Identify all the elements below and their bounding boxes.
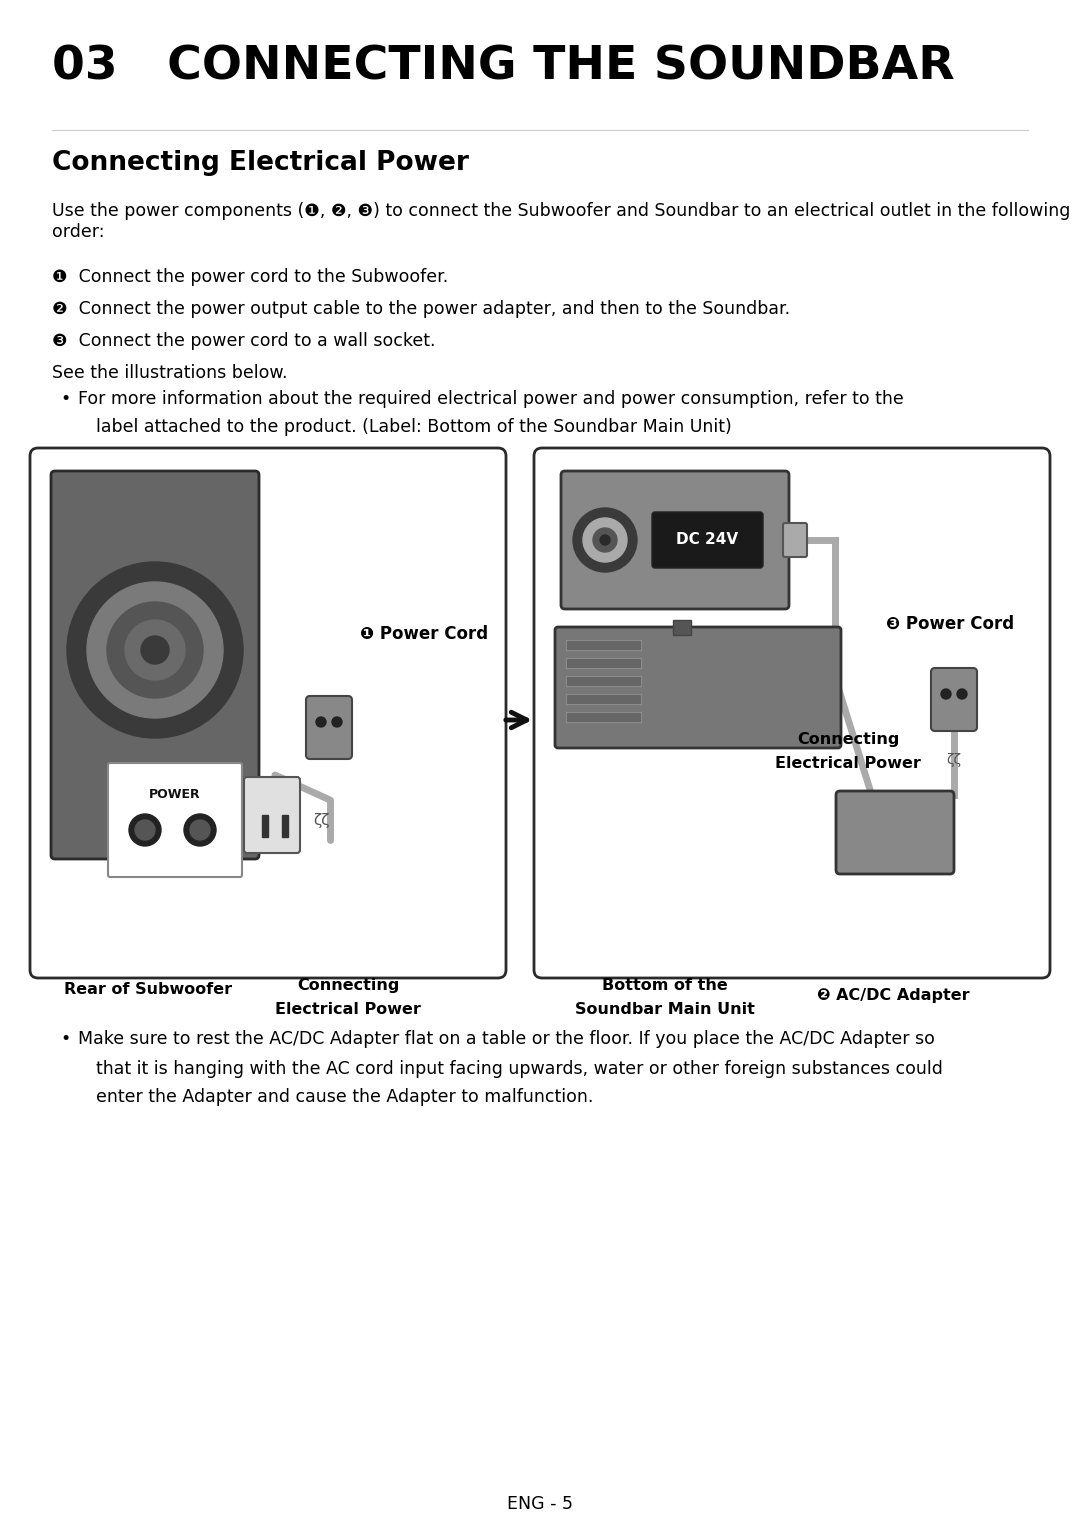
Text: Use the power components (❶, ❷, ❸) to connect the Subwoofer and Soundbar to an e: Use the power components (❶, ❷, ❸) to co… bbox=[52, 202, 1070, 241]
Text: See the illustrations below.: See the illustrations below. bbox=[52, 365, 287, 381]
Circle shape bbox=[573, 509, 637, 571]
Text: that it is hanging with the AC cord input facing upwards, water or other foreign: that it is hanging with the AC cord inpu… bbox=[96, 1060, 943, 1079]
Text: ❷ AC/DC Adapter: ❷ AC/DC Adapter bbox=[816, 988, 970, 1003]
Circle shape bbox=[107, 602, 203, 699]
Text: ❶ Power Cord: ❶ Power Cord bbox=[360, 625, 488, 643]
Bar bbox=[566, 659, 642, 668]
Bar bbox=[566, 676, 642, 686]
Text: •: • bbox=[60, 391, 70, 408]
Circle shape bbox=[593, 529, 617, 552]
Circle shape bbox=[332, 717, 342, 728]
Text: ❸ Power Cord: ❸ Power Cord bbox=[886, 614, 1014, 633]
Bar bbox=[262, 815, 268, 836]
Text: ζζ: ζζ bbox=[314, 812, 330, 827]
Text: Connecting: Connecting bbox=[797, 732, 900, 748]
Circle shape bbox=[583, 518, 627, 562]
Text: ❸  Connect the power cord to a wall socket.: ❸ Connect the power cord to a wall socke… bbox=[52, 332, 435, 349]
Text: Electrical Power: Electrical Power bbox=[775, 755, 921, 771]
Circle shape bbox=[125, 620, 185, 680]
Text: ENG - 5: ENG - 5 bbox=[507, 1495, 573, 1514]
Text: POWER: POWER bbox=[149, 789, 201, 801]
FancyBboxPatch shape bbox=[534, 447, 1050, 977]
Bar bbox=[566, 712, 642, 722]
Text: DC 24V: DC 24V bbox=[676, 533, 738, 547]
Circle shape bbox=[67, 562, 243, 738]
Bar bbox=[673, 620, 691, 634]
FancyBboxPatch shape bbox=[51, 470, 259, 859]
Text: Rear of Subwoofer: Rear of Subwoofer bbox=[64, 982, 232, 997]
Circle shape bbox=[129, 813, 161, 846]
FancyBboxPatch shape bbox=[244, 777, 300, 853]
Text: 03   CONNECTING THE SOUNDBAR: 03 CONNECTING THE SOUNDBAR bbox=[52, 44, 955, 90]
FancyBboxPatch shape bbox=[555, 627, 841, 748]
FancyBboxPatch shape bbox=[836, 791, 954, 873]
Bar bbox=[566, 640, 642, 650]
Circle shape bbox=[184, 813, 216, 846]
Circle shape bbox=[135, 820, 156, 840]
Text: Electrical Power: Electrical Power bbox=[275, 1002, 421, 1017]
FancyBboxPatch shape bbox=[306, 696, 352, 758]
Circle shape bbox=[190, 820, 210, 840]
Circle shape bbox=[957, 689, 967, 699]
Text: ❷  Connect the power output cable to the power adapter, and then to the Soundbar: ❷ Connect the power output cable to the … bbox=[52, 300, 791, 319]
Text: enter the Adapter and cause the Adapter to malfunction.: enter the Adapter and cause the Adapter … bbox=[96, 1088, 593, 1106]
Bar bbox=[566, 694, 642, 705]
Circle shape bbox=[600, 535, 610, 545]
Text: Connecting Electrical Power: Connecting Electrical Power bbox=[52, 150, 469, 176]
Text: For more information about the required electrical power and power consumption, : For more information about the required … bbox=[78, 391, 904, 408]
Circle shape bbox=[316, 717, 326, 728]
Text: •: • bbox=[60, 1030, 70, 1048]
Circle shape bbox=[941, 689, 951, 699]
FancyBboxPatch shape bbox=[931, 668, 977, 731]
Text: ❶  Connect the power cord to the Subwoofer.: ❶ Connect the power cord to the Subwoofe… bbox=[52, 268, 448, 286]
Text: ζζ: ζζ bbox=[946, 754, 961, 768]
Text: label attached to the product. (Label: Bottom of the Soundbar Main Unit): label attached to the product. (Label: B… bbox=[96, 418, 732, 437]
Text: Make sure to rest the AC/DC Adapter flat on a table or the floor. If you place t: Make sure to rest the AC/DC Adapter flat… bbox=[78, 1030, 935, 1048]
Text: Connecting: Connecting bbox=[297, 977, 400, 993]
Bar bbox=[282, 815, 288, 836]
Circle shape bbox=[87, 582, 222, 719]
FancyBboxPatch shape bbox=[783, 522, 807, 558]
Text: Bottom of the: Bottom of the bbox=[603, 977, 728, 993]
FancyBboxPatch shape bbox=[561, 470, 789, 610]
Text: Soundbar Main Unit: Soundbar Main Unit bbox=[575, 1002, 755, 1017]
FancyBboxPatch shape bbox=[652, 512, 762, 568]
FancyBboxPatch shape bbox=[108, 763, 242, 876]
FancyBboxPatch shape bbox=[30, 447, 507, 977]
Circle shape bbox=[141, 636, 168, 663]
